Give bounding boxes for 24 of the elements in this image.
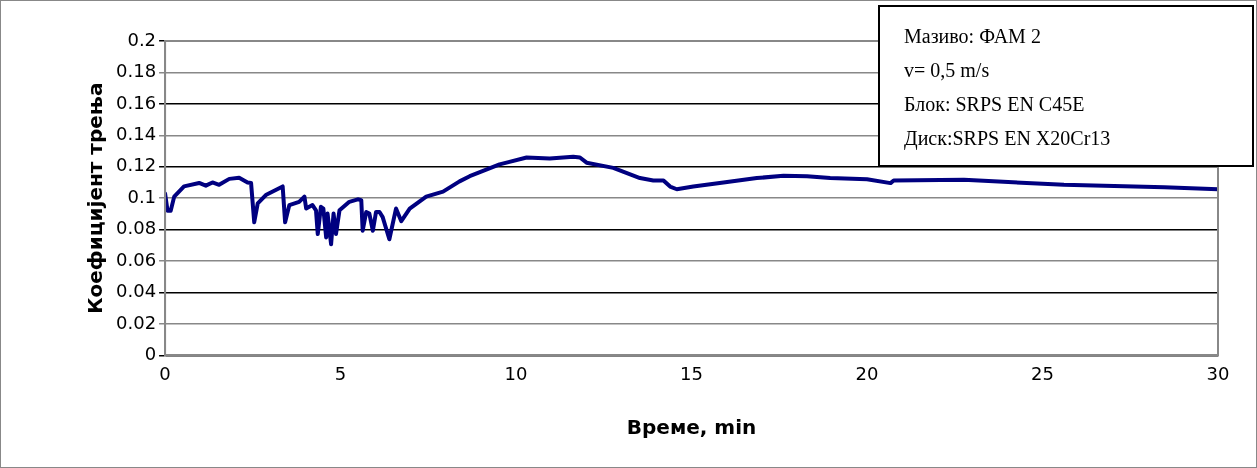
y-tick-label: 0.02 bbox=[116, 311, 157, 333]
annotation: Диск:SRPS EN X20Cr13 bbox=[904, 126, 1112, 152]
x-tick-label: 0 bbox=[159, 362, 171, 384]
annotation: Мазиво: ФАМ 2 bbox=[904, 24, 1042, 49]
y-tick-label: 0.12 bbox=[116, 154, 157, 176]
y-tick-label: 0.06 bbox=[116, 248, 157, 270]
x-tick-label: 15 bbox=[680, 362, 703, 384]
y-tick-label: 0.18 bbox=[116, 60, 157, 82]
x-axis-title: Време, min bbox=[626, 415, 757, 440]
y-tick-label: 0.2 bbox=[127, 28, 157, 50]
annotation: v= 0,5 m/s bbox=[904, 58, 991, 83]
y-tick-label: 0 bbox=[144, 343, 157, 365]
x-tick-label: 25 bbox=[1031, 362, 1054, 384]
y-tick-label: 0.14 bbox=[116, 122, 157, 144]
x-tick-label: 30 bbox=[1206, 362, 1230, 384]
y-tick-label: 0.1 bbox=[127, 185, 157, 207]
x-tick-label: 10 bbox=[504, 362, 528, 384]
y-axis-title: Коефицијент трења bbox=[83, 82, 108, 314]
y-tick-label: 0.08 bbox=[116, 217, 157, 239]
x-tick-label: 5 bbox=[334, 362, 347, 384]
y-tick-label: 0.04 bbox=[116, 280, 157, 302]
x-tick-label: 20 bbox=[855, 362, 879, 384]
annotation: Блок: SRPS EN C45E bbox=[904, 92, 1086, 117]
y-tick-label: 0.16 bbox=[116, 91, 157, 113]
